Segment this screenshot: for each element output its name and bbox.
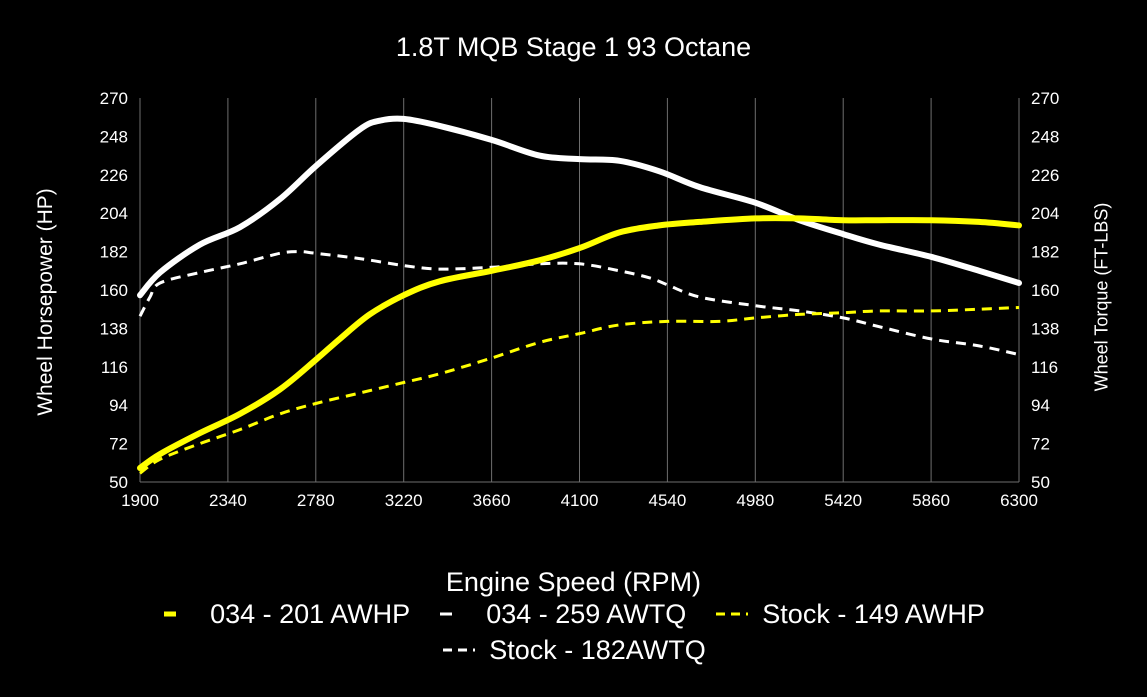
- x-tick-label: 3660: [473, 491, 511, 510]
- y-tick-label-right: 226: [1031, 166, 1059, 185]
- x-tick-label: 4540: [648, 491, 686, 510]
- y-tick-label-left: 94: [109, 396, 128, 415]
- x-tick-label: 4100: [561, 491, 599, 510]
- y-tick-label-right: 94: [1031, 396, 1050, 415]
- y-axis-label-right: Wheel Torque (FT-LBS): [1091, 202, 1112, 392]
- series-lines: [137, 115, 1022, 475]
- y-tick-label-left: 204: [100, 204, 128, 223]
- legend-swatch-stock-awhp: [716, 612, 749, 616]
- y-tick-label-right: 138: [1031, 319, 1059, 338]
- plot-axes: [139, 98, 1020, 483]
- series-line-034-awtq: [137, 115, 1022, 299]
- legend: 034 - 201 AWHP 034 - 259 AWTQ Stock - 14…: [0, 596, 1147, 668]
- y-axis-label-left: Wheel Horsepower (HP): [34, 188, 57, 416]
- y-tick-label-left: 72: [109, 435, 128, 454]
- y-tick-label-right: 116: [1031, 358, 1058, 377]
- legend-item: Stock - 182AWTQ: [441, 635, 706, 666]
- y-tick-label-left: 138: [100, 319, 128, 338]
- x-axis-label: Engine Speed (RPM): [445, 567, 702, 597]
- y-tick-label-left: 116: [101, 358, 128, 377]
- legend-label: Stock - 149 AWHP: [762, 598, 985, 629]
- y-tick-label-left: 248: [100, 127, 128, 146]
- y-tick-label-right: 72: [1031, 435, 1050, 454]
- chart-title: 1.8T MQB Stage 1 93 Octane: [395, 32, 752, 62]
- x-tick-label: 5860: [912, 491, 950, 510]
- x-tick-label: 6300: [1000, 491, 1038, 510]
- series-line-stock-awtq: [138, 250, 1020, 357]
- x-tick-label: 1900: [121, 491, 159, 510]
- y-tick-label-left: 270: [100, 89, 128, 108]
- x-tick-label: 2780: [297, 491, 335, 510]
- legend-row-2: Stock - 182AWTQ: [0, 632, 1147, 668]
- series-line-034-awhp: [137, 215, 1022, 471]
- legend-label: Stock - 182AWTQ: [489, 634, 706, 665]
- y-tick-label-right: 248: [1031, 127, 1059, 146]
- legend-item: 034 - 259 AWTQ: [438, 599, 686, 630]
- grid-lines: [139, 98, 1020, 482]
- x-tick-label: 5420: [824, 491, 862, 510]
- y-tick-label-right: 270: [1031, 89, 1059, 108]
- legend-item: 034 - 201 AWHP: [162, 599, 410, 630]
- series-line-stock-awhp: [139, 306, 1020, 475]
- tick-labels: 1900 2340 2780 3220 3660 4100 4540 4980 5420 5860…: [100, 89, 1060, 510]
- legend-row-1: 034 - 201 AWHP 034 - 259 AWTQ Stock - 14…: [0, 596, 1147, 632]
- x-tick-label: 4980: [736, 491, 774, 510]
- y-tick-label-left: 182: [100, 243, 128, 262]
- legend-label: 034 - 201 AWHP: [210, 598, 411, 629]
- legend-swatch-034-awhp: [164, 611, 177, 617]
- legend-item: Stock - 149 AWHP: [714, 599, 985, 630]
- legend-label: 034 - 259 AWTQ: [486, 598, 687, 629]
- y-tick-label-left: 160: [100, 281, 128, 300]
- x-tick-label: 3220: [385, 491, 423, 510]
- legend-swatch-034-awtq: [440, 612, 453, 616]
- y-tick-label-right: 182: [1031, 243, 1059, 262]
- y-tick-label-right: 160: [1031, 281, 1059, 300]
- y-tick-label-left: 226: [100, 166, 128, 185]
- y-tick-label-right: 204: [1031, 204, 1059, 223]
- y-tick-label-left: 50: [109, 473, 128, 492]
- x-tick-label: 2340: [209, 491, 247, 510]
- y-tick-label-right: 50: [1031, 473, 1050, 492]
- legend-swatch-stock-awtq: [443, 648, 476, 652]
